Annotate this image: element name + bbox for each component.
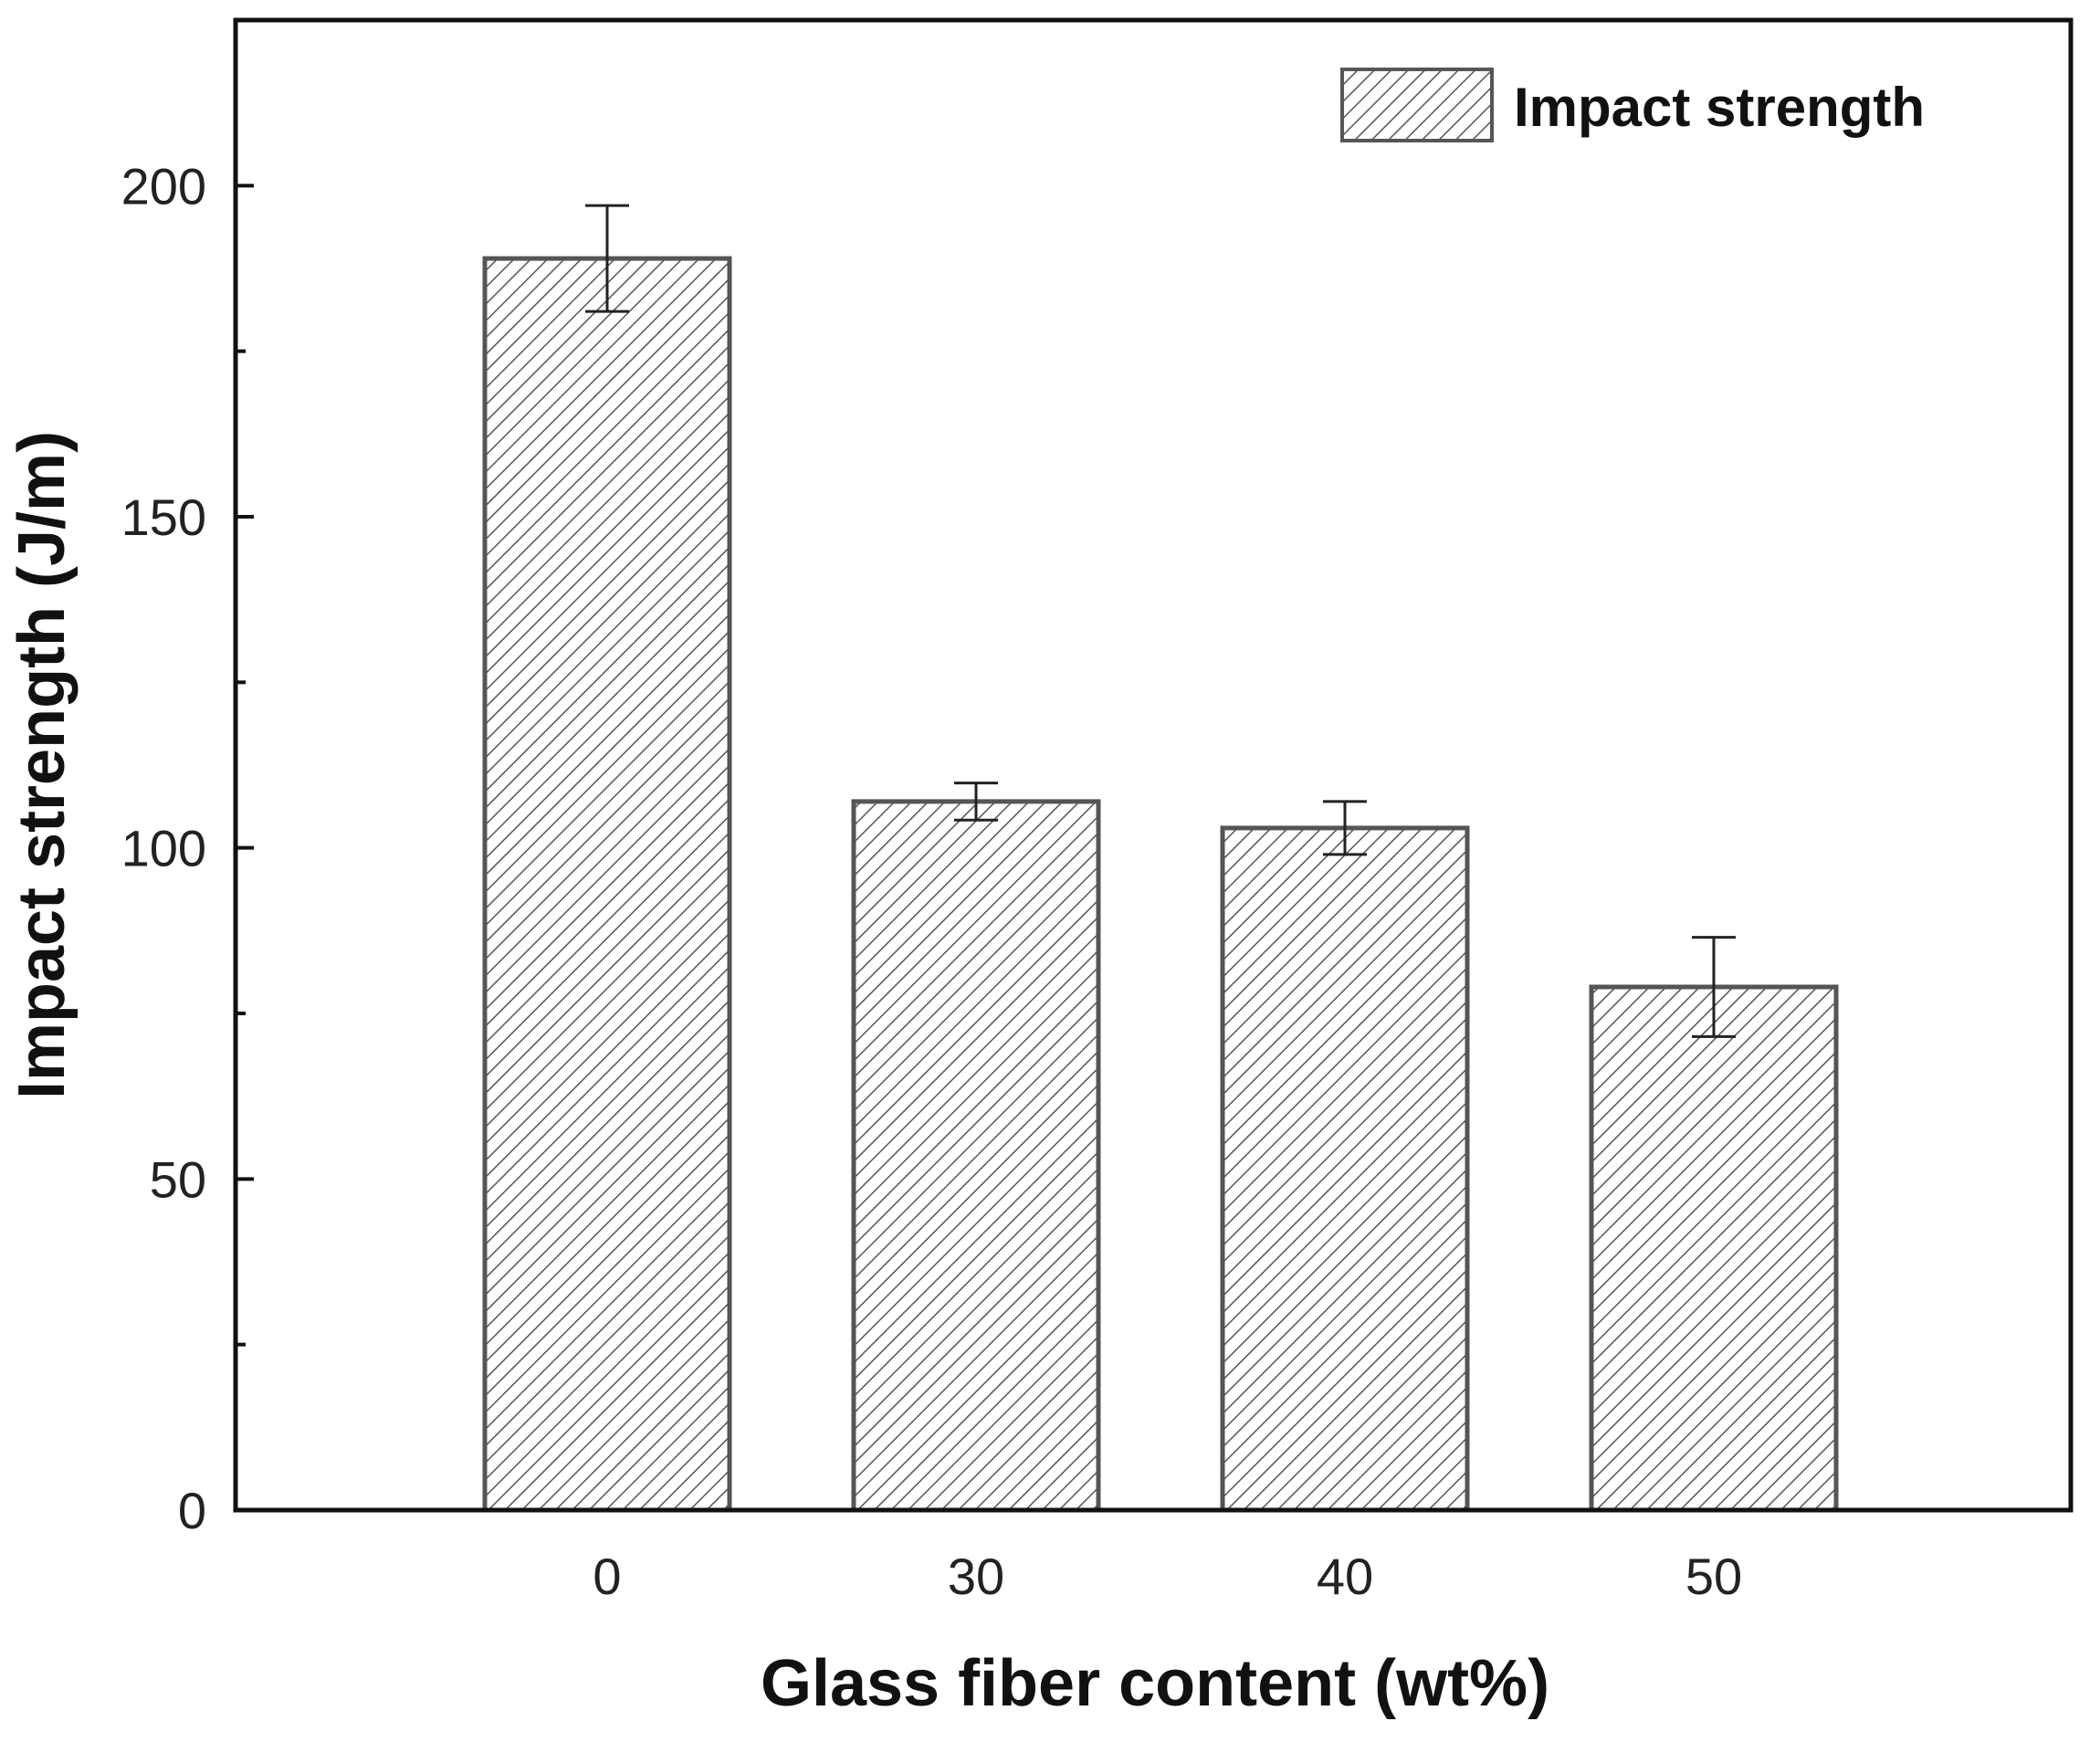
x-axis-title: Glass fiber content (wt%) (761, 1647, 1549, 1720)
x-tick-label-30: 30 (948, 1548, 1004, 1605)
legend: Impact strength (1340, 68, 1925, 142)
y-tick-label-50: 50 (150, 1150, 206, 1208)
legend-swatch (1340, 68, 1494, 142)
bar-0 (482, 256, 732, 1513)
y-axis-title: Impact strength (J/m) (5, 431, 79, 1099)
x-tick-label-40: 40 (1317, 1548, 1373, 1605)
bar-40 (1220, 825, 1470, 1513)
y-tick-label-200: 200 (121, 157, 206, 215)
bar-50 (1589, 984, 1839, 1513)
legend-label: Impact strength (1514, 77, 1925, 138)
plot-frame (233, 17, 2074, 1513)
y-tick-label-0: 0 (178, 1482, 206, 1539)
error-bar-50 (1692, 936, 1736, 1038)
x-tick-label-0: 0 (593, 1548, 621, 1605)
y-tick-label-150: 150 (121, 488, 206, 546)
error-bar-30 (954, 782, 998, 822)
x-tick-label-50: 50 (1685, 1548, 1742, 1605)
error-bar-0 (585, 204, 629, 313)
y-tick-label-100: 100 (121, 820, 206, 877)
error-bar-40 (1323, 800, 1367, 856)
bar-30 (851, 799, 1101, 1513)
